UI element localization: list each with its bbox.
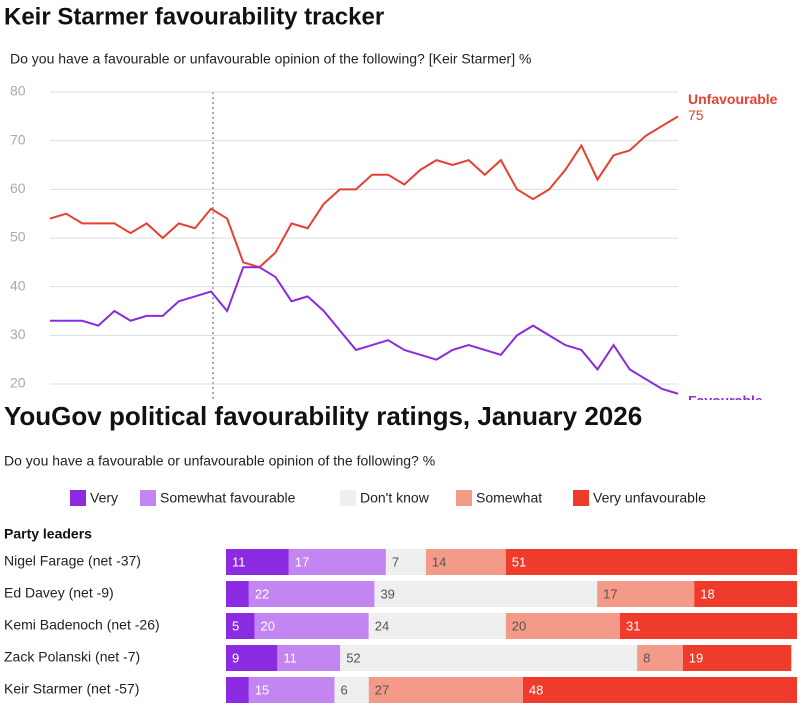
y-tick-label: 20 (10, 375, 26, 391)
legend-swatch (70, 490, 86, 506)
bar-segment (248, 581, 375, 607)
tracker-chart: Keir Starmer favourability tracker Do yo… (4, 3, 778, 408)
value-label: 20 (261, 618, 275, 633)
bar-segment (288, 549, 386, 575)
bar-segment (597, 581, 695, 607)
legend-label: Don't know (360, 490, 430, 506)
bar-segment (368, 613, 506, 639)
legend-swatch (140, 490, 156, 506)
value-label: 8 (643, 650, 650, 665)
series-line (50, 266, 679, 395)
bar-segment (226, 645, 278, 671)
bar-segment (226, 613, 255, 639)
bar-segment (254, 613, 369, 639)
value-label: 14 (432, 554, 446, 569)
value-label: 5 (232, 618, 239, 633)
value-label: 9 (232, 650, 239, 665)
legend-label: Very (90, 490, 118, 506)
value-label: 48 (529, 682, 543, 697)
legend-label: Somewhat (476, 490, 542, 506)
legend-label: Very unfavourable (593, 490, 706, 506)
bar-segment (682, 645, 792, 671)
bar-segment (277, 645, 341, 671)
value-label: 51 (512, 554, 526, 569)
category-label: Keir Starmer (net -57) (4, 681, 139, 697)
value-label: 31 (626, 618, 640, 633)
series-label: Favourable (688, 392, 763, 408)
bar-segment (505, 549, 797, 575)
value-label: 11 (283, 650, 297, 665)
value-label: 39 (380, 586, 394, 601)
end-value-label: 75 (688, 107, 704, 123)
series-line (49, 115, 679, 269)
bar-segment (340, 645, 638, 671)
bar-segment (374, 581, 598, 607)
group-label: Party leaders (4, 526, 92, 542)
bar-segment (505, 613, 620, 639)
value-label: 19 (689, 650, 703, 665)
bar-segment (226, 581, 249, 607)
chart-title: YouGov political favourability ratings, … (4, 401, 642, 431)
value-label: 6 (340, 682, 347, 697)
category-label: Ed Davey (net -9) (4, 585, 114, 601)
chart-subtitle: Do you have a favourable or unfavourable… (4, 453, 435, 469)
y-tick-label: 80 (10, 83, 26, 99)
y-tick-label: 30 (10, 326, 26, 342)
value-label: 15 (255, 682, 269, 697)
legend-swatch (456, 490, 472, 506)
chart-subtitle: Do you have a favourable or unfavourable… (10, 51, 531, 67)
bar-segment (619, 613, 797, 639)
series-label: Unfavourable (688, 91, 778, 107)
bar-segment (226, 549, 289, 575)
value-label: 24 (375, 618, 389, 633)
y-tick-label: 60 (10, 180, 26, 196)
y-tick-label: 50 (10, 229, 26, 245)
value-label: 7 (392, 554, 399, 569)
y-tick-label: 40 (10, 277, 26, 293)
bar-segment (334, 677, 369, 703)
bar-segment (385, 549, 426, 575)
value-label: 18 (700, 586, 714, 601)
value-label: 17 (603, 586, 617, 601)
value-label: 27 (375, 682, 389, 697)
value-label: 11 (232, 554, 246, 569)
value-label: 52 (346, 650, 360, 665)
chart-title: Keir Starmer favourability tracker (4, 3, 384, 30)
ratings-chart: YouGov political favourability ratings, … (4, 401, 797, 703)
bar-segment (522, 677, 797, 703)
value-label: 17 (295, 554, 309, 569)
category-label: Kemi Badenoch (net -26) (4, 617, 160, 633)
bar-segment (368, 677, 523, 703)
category-label: Zack Polanski (net -7) (4, 649, 140, 665)
legend-swatch (340, 490, 356, 506)
bar-segment (637, 645, 683, 671)
legend-swatch (573, 490, 589, 506)
bar-segment (425, 549, 506, 575)
category-label: Nigel Farage (net -37) (4, 553, 141, 569)
value-label: 22 (255, 586, 269, 601)
y-tick-label: 70 (10, 131, 26, 147)
bar-segment (694, 581, 797, 607)
bar-segment (248, 677, 335, 703)
legend-label: Somewhat favourable (160, 490, 296, 506)
bar-segment (226, 677, 249, 703)
value-label: 20 (512, 618, 526, 633)
